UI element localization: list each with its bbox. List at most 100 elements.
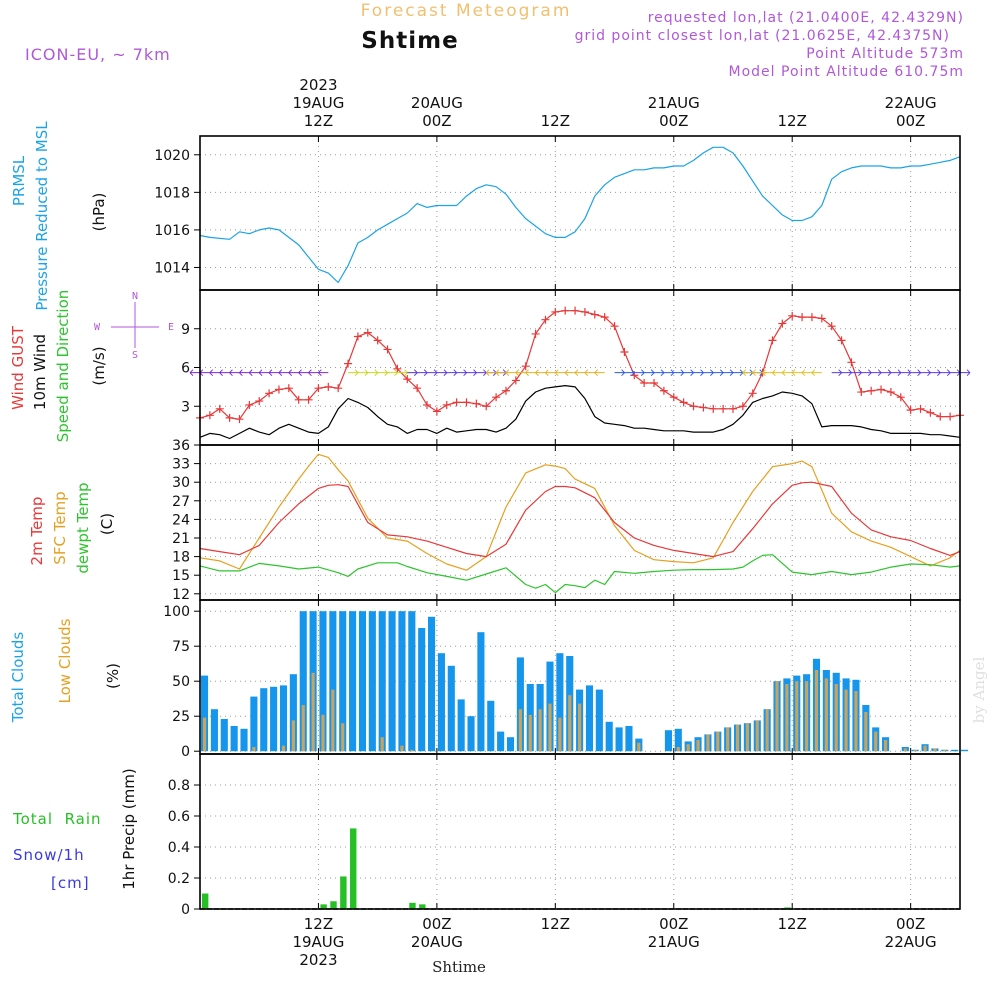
total-cloud-bar bbox=[260, 688, 268, 752]
panel-frame bbox=[199, 444, 961, 601]
y-tick-label: 1018 bbox=[154, 185, 190, 201]
total-cloud-bar bbox=[299, 611, 307, 752]
low-cloud-bar bbox=[844, 689, 848, 752]
wind-gust-marker bbox=[590, 310, 599, 319]
low-cloud-bar bbox=[814, 670, 819, 752]
low-cloud-bar bbox=[538, 709, 542, 752]
wind-gust-marker bbox=[373, 336, 382, 345]
wind-direction-arrow-icon bbox=[446, 369, 458, 377]
wind-direction-arrow-icon bbox=[515, 369, 526, 377]
total-cloud-bar bbox=[506, 737, 515, 752]
y-tick-label: 1016 bbox=[154, 223, 190, 239]
wind-direction-arrow-icon bbox=[861, 369, 872, 377]
y-tick-label: 36 bbox=[172, 438, 190, 454]
wind-direction-arrow-icon bbox=[199, 369, 210, 377]
top-time-label: 22AUG bbox=[885, 94, 937, 112]
wind-gust-marker bbox=[738, 402, 747, 411]
wind-gust-marker bbox=[413, 384, 422, 393]
wind-gust-marker bbox=[274, 385, 283, 394]
requested-coords: requested lon,lat (21.0400E, 42.4329N) bbox=[648, 10, 964, 26]
low-cloud-bar bbox=[735, 724, 740, 752]
total-cloud-bar bbox=[279, 685, 288, 752]
wind-gust-marker bbox=[245, 400, 254, 409]
wind-direction-arrow-icon bbox=[407, 369, 418, 377]
wind-gust-marker bbox=[837, 336, 846, 345]
wind-gust-marker bbox=[235, 415, 244, 424]
wind-gust-marker bbox=[886, 388, 895, 397]
wind-direction-arrow-icon bbox=[742, 369, 753, 377]
wind-direction-arrow-icon bbox=[723, 369, 734, 377]
wind-direction-arrow-icon bbox=[881, 369, 892, 377]
y-tick-label: 24 bbox=[172, 512, 190, 528]
wind-gust-marker bbox=[640, 379, 649, 387]
wind-direction-arrow-icon bbox=[238, 369, 250, 377]
y-tick-label: 12 bbox=[172, 587, 190, 603]
wind-direction-arrow-icon bbox=[357, 369, 369, 377]
total-cloud-bar bbox=[605, 721, 613, 752]
low-cloud-bar bbox=[795, 681, 799, 752]
wind-direction-arrow-icon bbox=[564, 369, 576, 377]
low-cloud-bar bbox=[548, 703, 552, 752]
low-cloud-bar bbox=[834, 684, 838, 752]
model-point-altitude: Model Point Altitude 610.75m bbox=[729, 64, 964, 80]
total-cloud-bar bbox=[437, 653, 445, 752]
wind-gust-marker bbox=[650, 379, 659, 387]
low-cloud-bar bbox=[528, 714, 532, 752]
total-cloud-bar bbox=[428, 616, 436, 752]
gridpoint-coords: grid point closest lon,lat (21.0625E, 42… bbox=[575, 28, 950, 44]
low-cloud-bar bbox=[252, 747, 256, 752]
bottom-time-label: 22AUG bbox=[885, 933, 937, 951]
y-tick-label: 75 bbox=[172, 639, 190, 655]
wind-gust-marker bbox=[472, 399, 481, 408]
wind-gust-marker bbox=[482, 402, 491, 411]
y-tick-label: 6 bbox=[181, 361, 190, 377]
wind-gust-marker bbox=[827, 322, 836, 331]
low-cloud-bar bbox=[716, 731, 720, 752]
total-cloud-bar bbox=[625, 726, 633, 752]
pressure-label-1: PRMSL bbox=[10, 155, 28, 206]
total-cloud-bar bbox=[457, 699, 465, 752]
low-cloud-bar bbox=[706, 734, 710, 752]
top-time-label: 00Z bbox=[659, 112, 688, 130]
low-cloud-bar bbox=[923, 745, 927, 752]
total-cloud-bar bbox=[289, 674, 297, 752]
wind-gust-marker bbox=[798, 313, 807, 322]
wind-direction-arrow-icon bbox=[367, 369, 379, 377]
wind-gust-marker bbox=[867, 386, 876, 395]
wind-direction-arrow-icon bbox=[960, 369, 971, 377]
total-cloud-bar bbox=[487, 700, 495, 752]
wind-direction-arrow-icon bbox=[298, 369, 309, 377]
total-cloud-bar bbox=[595, 689, 603, 752]
wind-direction-arrow-icon bbox=[476, 369, 487, 377]
wind-direction-arrow-icon bbox=[634, 369, 645, 377]
pressure-unit: (hPa) bbox=[90, 193, 108, 232]
total-cloud-bar bbox=[951, 749, 959, 752]
low-cloud-bar bbox=[301, 705, 305, 752]
wind-direction-arrow-icon bbox=[436, 369, 448, 377]
total-cloud-bar bbox=[240, 728, 248, 752]
y-tick-label: 1014 bbox=[154, 260, 190, 276]
total-cloud-bar bbox=[447, 665, 455, 752]
wind-gust-marker bbox=[314, 384, 323, 393]
location-title: Shtime bbox=[361, 28, 458, 54]
wind-direction-arrow-icon bbox=[831, 369, 843, 377]
wind-gust-marker bbox=[255, 397, 264, 406]
bottom-time-label: 19AUG bbox=[292, 933, 344, 951]
low-cloud-bar bbox=[884, 740, 888, 752]
wind-gust-marker bbox=[768, 336, 777, 345]
y-tick-label: 3 bbox=[181, 399, 190, 415]
precip-label-cm: [cm] bbox=[51, 874, 90, 892]
y-tick-label: 15 bbox=[172, 568, 190, 584]
wind-label-10m: 10m Wind bbox=[31, 334, 49, 410]
total-cloud-bar bbox=[497, 731, 505, 752]
watermark: by Angel bbox=[970, 656, 988, 723]
wind-gust-marker bbox=[442, 400, 451, 409]
wind-gust-marker bbox=[847, 358, 856, 367]
wind-gust-marker bbox=[353, 332, 362, 341]
total-cloud-bar bbox=[349, 611, 357, 752]
wind-direction-arrow-icon bbox=[535, 369, 546, 377]
low-cloud-bar bbox=[943, 749, 947, 752]
wind-direction-arrow-icon bbox=[417, 369, 428, 377]
wind-direction-arrow-icon bbox=[525, 369, 536, 377]
